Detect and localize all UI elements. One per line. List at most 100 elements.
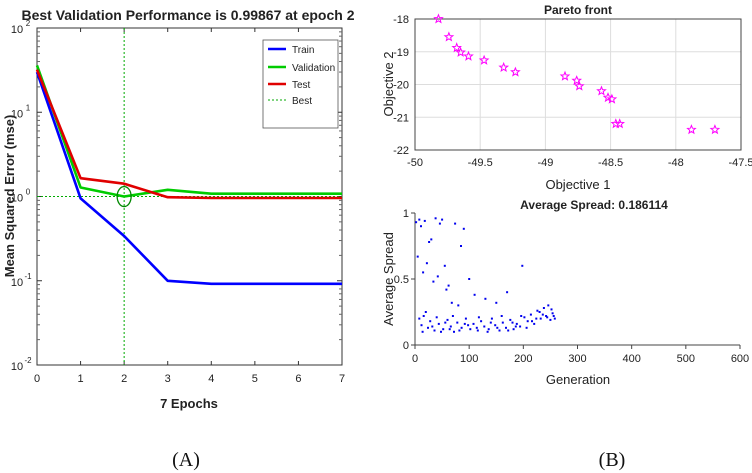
spread-point [536,309,539,312]
spread-point [498,329,501,332]
spread-point [473,293,476,296]
spread-point [495,301,498,304]
spread-point [446,318,449,321]
pareto-point [451,42,463,53]
spread-point [443,264,446,267]
spread-point [541,313,544,316]
spread-point [487,328,490,331]
spread-point [420,225,422,228]
spread-point [415,221,418,224]
spread-point [460,326,463,329]
spread-point [531,320,533,323]
spread-point [454,222,457,225]
pareto-point [709,124,721,135]
spread-point [422,271,425,274]
spread-point [483,325,486,328]
spread-point [422,315,425,317]
pareto-point [443,31,455,42]
pareto-title: Pareto front [544,3,612,17]
spread-point [430,238,433,241]
spread-point [451,315,454,317]
perf-legend: Train Validation Test Best [262,39,339,129]
pareto-xtick-label: -49.5 [468,157,493,169]
spread-point [427,326,429,329]
perf-xtick-label: 0 [34,373,40,385]
pareto-ytick-label: -21 [393,112,409,124]
spread-point [538,311,541,313]
spread-point [490,317,493,320]
pareto-xtick-label: -48 [668,157,684,169]
spread-point [539,317,542,320]
spread-point [447,284,450,287]
pareto-point [573,80,585,91]
spread-point [489,321,492,324]
spread-point [486,330,489,333]
perf-series-validation [35,64,342,198]
pareto-point [614,118,625,129]
spread-point [441,218,444,221]
perf-ytick-label: 10 [11,108,23,120]
spread-point [467,324,470,327]
pareto-point [455,46,466,57]
perf-xtick-label: 3 [165,373,171,385]
spread-point [550,308,553,311]
spread-xtick-label: 300 [568,353,586,365]
pareto-xlabel: Objective 1 [545,177,610,192]
spread-point [494,324,497,327]
spread-xlabel: Generation [546,372,610,387]
spread-point [468,278,471,280]
perf-series-train [35,71,342,286]
pareto-xtick-label: -49 [537,157,553,169]
spread-point [436,275,439,278]
spread-point [509,318,512,321]
spread-point [552,315,555,317]
pareto-ytick-label: -19 [393,47,409,59]
spread-point [449,325,452,328]
perf-ytick-exponent: -2 [24,356,32,365]
spread-point [476,329,479,332]
spread-point [453,330,455,333]
spread-point [515,322,518,325]
perf-ytick-label: 10 [11,361,23,373]
spread-xtick-label: 0 [412,353,418,365]
legend-label-validation: Validation [292,63,335,74]
legend-label-best: Best [292,96,312,107]
spread-point [500,315,503,317]
spread-point [525,326,528,329]
spread-point [457,304,460,307]
pareto-point [463,50,474,61]
spread-point [420,324,423,327]
pareto-point [498,61,510,73]
pareto-point [606,93,618,104]
spread-point [435,316,438,319]
spread-xtick-label: 100 [460,353,478,365]
spread-point [428,241,431,243]
spread-point [462,227,465,230]
spread-point [442,328,445,331]
perf-ylabel: Mean Squared Error (mse) [2,115,17,278]
spread-xtick-label: 500 [677,353,695,365]
perf-ytick-label: 10 [11,193,23,205]
performance-chart: Best Validation Performance is 0.99867 a… [2,7,355,411]
spread-point [547,304,550,307]
pareto-point [433,13,444,24]
pareto-plot-area [414,18,742,151]
pareto-point [478,54,490,65]
spread-point [463,322,466,325]
perf-ytick-exponent: 0 [26,188,31,197]
pareto-ylabel: Objective 2 [381,51,396,116]
spread-point [514,325,517,328]
spread-point [448,328,451,331]
spread-ytick-label: 0 [403,340,409,352]
pareto-point [571,75,583,86]
spread-point [433,329,436,332]
spread-point [437,322,440,325]
spread-point [440,330,442,333]
pareto-ytick-label: -18 [393,14,409,26]
spread-point [551,312,554,315]
perf-xtick-label: 5 [252,373,258,385]
perf-xtick-label: 6 [295,373,301,385]
pareto-point [686,124,697,135]
spread-xtick-label: 200 [514,353,532,365]
